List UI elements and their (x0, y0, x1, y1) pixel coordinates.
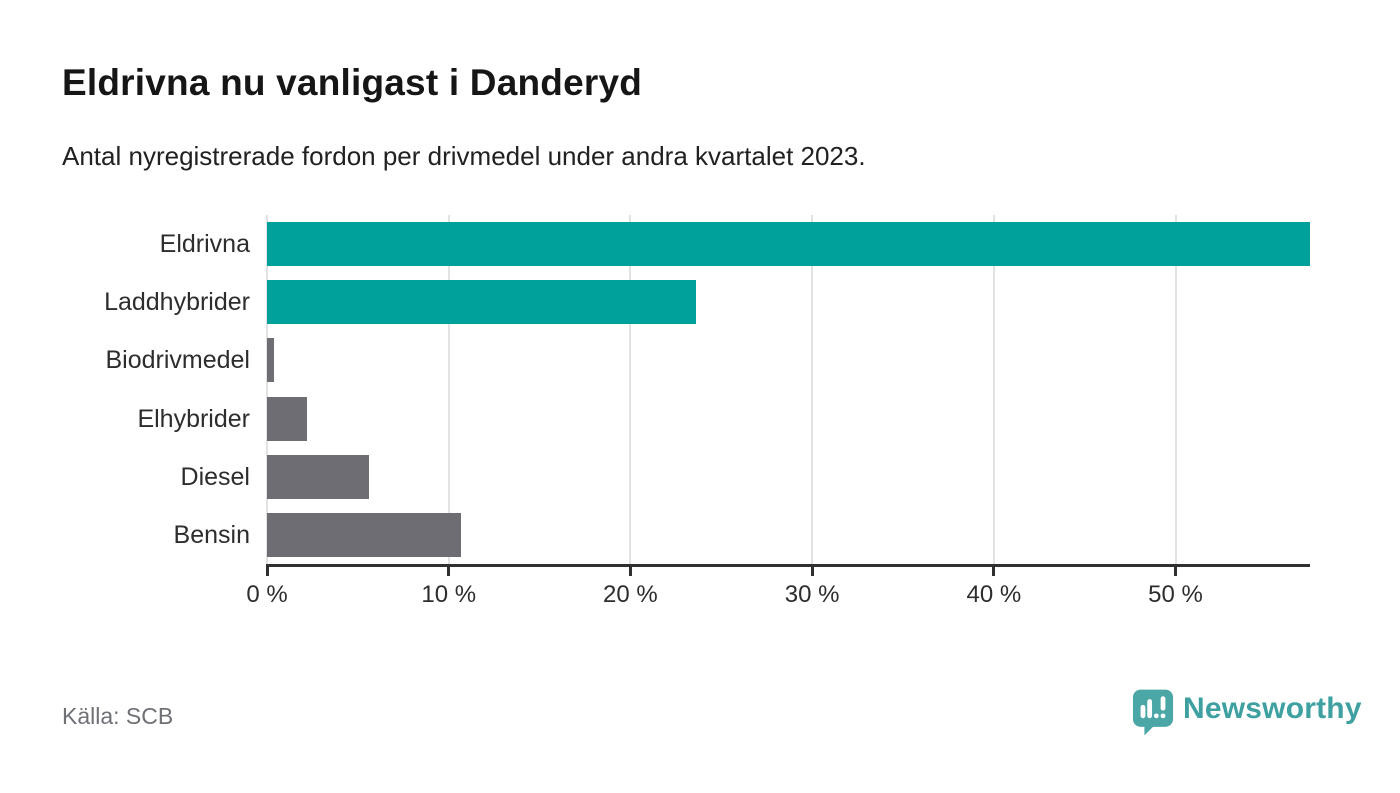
x-axis-tick (992, 564, 996, 576)
bar-row (267, 215, 1310, 273)
category-label: Biodrivmedel (105, 346, 250, 374)
bar-chart: Eldrivna Laddhybrider Biodrivmedel Elhyb… (62, 215, 1310, 608)
gridline (811, 215, 814, 564)
gridline (1174, 215, 1177, 564)
newsworthy-speech-bubble-barchart-icon (1132, 689, 1174, 736)
x-axis-tick (447, 564, 451, 576)
brand-wordmark: Newsworthy (1183, 691, 1362, 725)
category-label: Diesel (180, 463, 250, 491)
bar-row (267, 448, 1310, 506)
bar-row (267, 506, 1310, 564)
gridline (992, 215, 995, 564)
bar-eldrivna (267, 222, 1310, 266)
x-axis-tick (810, 564, 814, 576)
x-axis-tick-label: 50 % (1148, 581, 1203, 608)
plot-area: 0 % 10 % 20 % 30 % 40 % 50 % (246, 215, 1310, 608)
category-label: Bensin (173, 521, 250, 549)
bar-elhybrider (267, 397, 307, 441)
x-axis-tick (628, 564, 632, 576)
page-title: Eldrivna nu vanligast i Danderyd (62, 62, 643, 103)
source-note: Källa: SCB (62, 703, 174, 729)
bar-row (267, 331, 1310, 389)
bar-biodrivmedel (267, 338, 275, 382)
x-axis-tick-label: 10 % (421, 581, 477, 608)
gridline (266, 215, 268, 564)
bar-row (267, 273, 1310, 331)
bar-laddhybrider (267, 280, 696, 324)
x-axis-tick-label: 40 % (966, 581, 1022, 608)
category-label: Laddhybrider (104, 288, 250, 316)
gridline (447, 215, 450, 564)
x-axis-tick-label: 30 % (784, 581, 840, 608)
gridline (629, 215, 632, 564)
bar-diesel (267, 455, 369, 499)
x-axis-tick-label: 0 % (246, 581, 288, 608)
category-label: Eldrivna (159, 230, 250, 258)
x-axis-tick-label: 20 % (603, 581, 658, 608)
bar-row (267, 390, 1310, 448)
brand-logo: Newsworthy (1132, 688, 1362, 737)
category-label: Elhybrider (137, 405, 250, 433)
x-axis-tick (1174, 564, 1178, 576)
x-axis-tick (265, 564, 269, 576)
bar-bensin (267, 513, 462, 557)
chart-subtitle: Antal nyregistrerade fordon per drivmede… (62, 141, 866, 171)
